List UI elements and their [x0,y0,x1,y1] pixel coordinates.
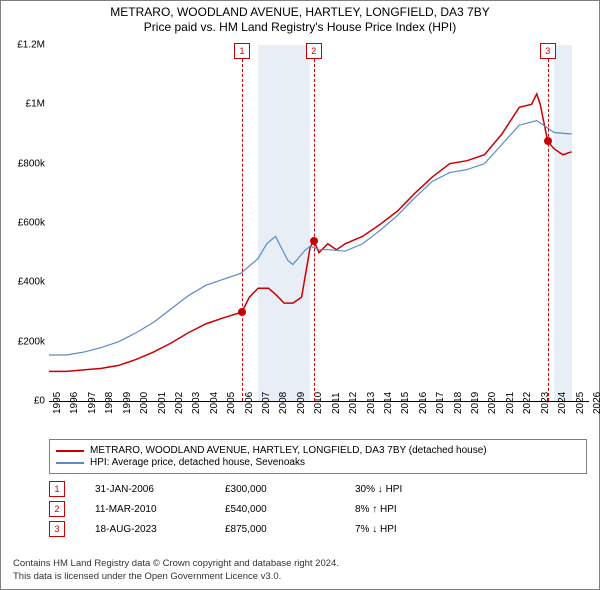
sale-marker-dot [310,237,318,245]
event-row: 1 31-JAN-2006£300,00030% ↓ HPI [49,479,587,499]
x-axis-label: 2026 [592,392,600,414]
chart-titles: METRARO, WOODLAND AVENUE, HARTLEY, LONGF… [1,1,599,34]
legend: METRARO, WOODLAND AVENUE, HARTLEY, LONGF… [49,439,587,474]
legend-label: METRARO, WOODLAND AVENUE, HARTLEY, LONGF… [90,445,487,456]
series-price_paid [49,94,572,371]
event-row: 3 18-AUG-2023£875,0007% ↓ HPI [49,519,587,539]
event-row: 2 11-MAR-2010£540,0008% ↑ HPI [49,499,587,519]
event-date: 18-AUG-2023 [95,524,225,535]
legend-label: HPI: Average price, detached house, Seve… [90,457,305,468]
event-delta: 8% ↑ HPI [355,504,485,515]
chart-container: METRARO, WOODLAND AVENUE, HARTLEY, LONGF… [0,0,600,590]
legend-swatch [56,450,84,452]
event-marker-badge: 2 [49,501,65,517]
chart-title-sub: Price paid vs. HM Land Registry's House … [1,20,599,34]
chart-svg [49,45,589,401]
event-marker-badge: 1 [49,481,65,497]
chart-title-address: METRARO, WOODLAND AVENUE, HARTLEY, LONGF… [1,5,599,19]
y-axis-label: £200k [18,336,45,347]
legend-item: METRARO, WOODLAND AVENUE, HARTLEY, LONGF… [56,445,580,456]
y-axis-label: £0 [34,396,45,407]
sale-marker-badge: 3 [540,43,556,59]
event-date: 31-JAN-2006 [95,484,225,495]
event-delta: 30% ↓ HPI [355,484,485,495]
sale-marker-badge: 1 [234,43,250,59]
sale-marker-line [548,59,549,401]
y-axis-label: £1M [26,99,45,110]
event-price: £875,000 [225,524,355,535]
sale-marker-badge: 2 [306,43,322,59]
legend-item: HPI: Average price, detached house, Seve… [56,457,580,468]
event-delta: 7% ↓ HPI [355,524,485,535]
plot-area: £0£200k£400k£600k£800k£1M£1.2M1995199619… [49,45,589,402]
event-marker-badge: 3 [49,521,65,537]
sale-marker-line [314,59,315,401]
y-axis-label: £1.2M [17,40,45,51]
sale-marker-dot [544,137,552,145]
events-table: 1 31-JAN-2006£300,00030% ↓ HPI 2 11-MAR-201… [49,479,587,539]
event-price: £300,000 [225,484,355,495]
y-axis-label: £800k [18,158,45,169]
sale-marker-line [242,59,243,401]
event-price: £540,000 [225,504,355,515]
sale-marker-dot [238,308,246,316]
footer-attribution: Contains HM Land Registry data © Crown c… [13,558,339,583]
footer-line1: Contains HM Land Registry data © Crown c… [13,558,339,570]
y-axis-label: £600k [18,218,45,229]
footer-line2: This data is licensed under the Open Gov… [13,571,339,583]
event-date: 11-MAR-2010 [95,504,225,515]
legend-swatch [56,462,84,464]
y-axis-label: £400k [18,277,45,288]
